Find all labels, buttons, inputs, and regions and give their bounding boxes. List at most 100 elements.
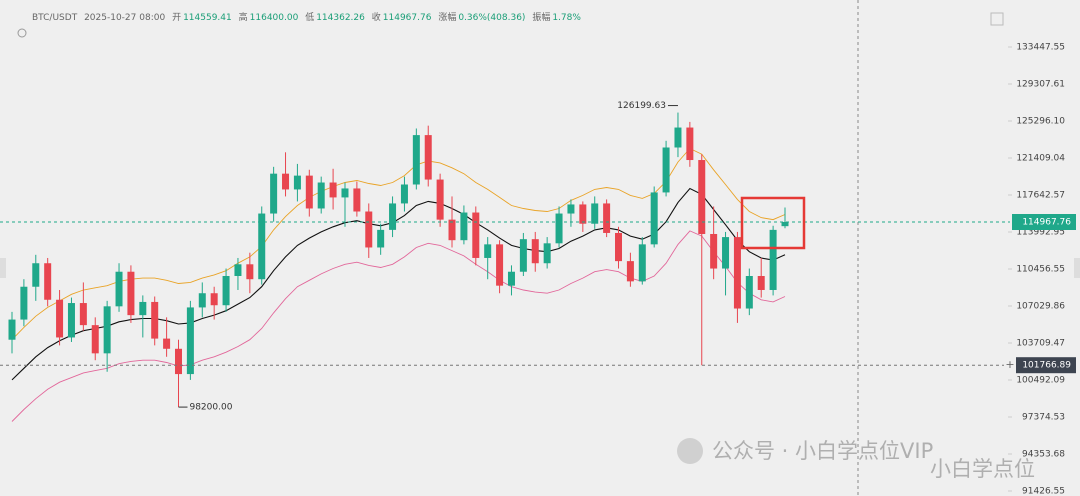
candle-body xyxy=(507,271,515,286)
candle-body xyxy=(198,293,206,308)
candle-body xyxy=(186,307,194,375)
candle-body xyxy=(662,147,670,193)
y-tick-label: 117642.57 xyxy=(1016,190,1065,200)
y-tick-label: 133447.55 xyxy=(1016,42,1065,52)
wechat-icon xyxy=(677,438,703,464)
field-value: 114967.76 xyxy=(383,13,432,23)
candle-body xyxy=(638,244,646,282)
candle-body xyxy=(733,237,741,309)
scroll-left[interactable] xyxy=(0,258,6,278)
y-tick-label: 129307.61 xyxy=(1016,79,1065,89)
candle-body xyxy=(139,301,147,316)
field-value: 1.78% xyxy=(552,13,581,23)
candle-body xyxy=(210,293,218,306)
candle-body xyxy=(460,212,468,241)
candle-body xyxy=(400,184,408,204)
candle-body xyxy=(127,271,135,316)
candle-body xyxy=(234,264,242,276)
candle-body xyxy=(389,203,397,230)
candle-body xyxy=(710,233,718,269)
candle-body xyxy=(20,286,28,320)
candle-body xyxy=(650,192,658,245)
candle-body xyxy=(686,127,694,161)
candle-body xyxy=(163,338,171,349)
candle-body xyxy=(436,179,444,220)
candle-body xyxy=(555,213,563,244)
candle-body xyxy=(484,244,492,258)
watermark: 公众号 · 小白学点位VIP 小白学点位 xyxy=(677,438,1035,481)
candle-body xyxy=(79,303,87,326)
candle-body xyxy=(103,306,111,354)
candle-body xyxy=(531,239,539,264)
candle-body xyxy=(44,263,52,300)
candle-body xyxy=(174,348,182,375)
low-annotation: 98200.00 xyxy=(189,403,232,413)
candle-body xyxy=(698,160,706,234)
candle-body xyxy=(567,204,575,214)
candle-body xyxy=(615,232,623,262)
expand-icon[interactable] xyxy=(990,12,1004,26)
candle-body xyxy=(317,182,325,209)
y-tick-label: 121409.04 xyxy=(1016,153,1065,163)
candle-body xyxy=(448,219,456,241)
candle-body xyxy=(246,264,254,280)
candle-body xyxy=(32,263,40,287)
current-price-label: 114967.76 xyxy=(1022,218,1071,228)
candle-body xyxy=(591,203,599,224)
crosshair-box xyxy=(1016,357,1076,374)
y-tick-label: 94353.68 xyxy=(1022,450,1065,460)
candle-body xyxy=(377,229,385,248)
candle-body xyxy=(365,211,373,248)
candle-body xyxy=(329,182,337,198)
high-annotation: 126199.63 xyxy=(617,101,666,111)
crosshair-label: 101766.89 xyxy=(1022,361,1071,371)
candle-body xyxy=(626,261,634,282)
candle-body xyxy=(222,275,230,306)
y-tick-label: 100492.09 xyxy=(1016,376,1065,386)
watermark-badge: 小白学点位 xyxy=(930,457,1035,481)
y-tick-label: 107029.86 xyxy=(1016,301,1065,311)
y-tick-label: 103709.47 xyxy=(1016,338,1065,348)
field-label: 开 xyxy=(172,12,181,23)
candle-body xyxy=(353,188,361,212)
candle-body xyxy=(781,222,789,227)
symbol: BTC/USDT xyxy=(32,13,78,23)
candle-body xyxy=(91,325,99,354)
candle-body xyxy=(115,271,123,307)
candle-body xyxy=(496,244,504,286)
candle-body xyxy=(543,243,551,264)
candle-body xyxy=(579,204,587,224)
field-label: 低 xyxy=(305,11,314,23)
y-tick-label: 91426.55 xyxy=(1022,487,1065,496)
candle-body xyxy=(722,237,730,269)
field-value: 114559.41 xyxy=(183,13,232,23)
candle-body xyxy=(56,299,64,338)
candle-body xyxy=(258,213,266,280)
candle-body xyxy=(412,135,420,185)
highlight-box xyxy=(740,196,806,250)
field-value: 116400.00 xyxy=(250,13,299,23)
candle-body xyxy=(67,303,75,338)
candle-body xyxy=(757,275,765,290)
time: 2025-10-27 08:00 xyxy=(84,13,165,23)
candle-body xyxy=(769,229,777,290)
y-tick-label: 97374.53 xyxy=(1022,412,1065,422)
y-tick-label: 113992.95 xyxy=(1016,227,1065,237)
header: BTC/USDT 2025-10-27 08:00 开 114559.41 高 11… xyxy=(32,11,581,23)
current-price-box xyxy=(1012,214,1076,231)
field-value: 114362.26 xyxy=(316,13,365,23)
scroll-right[interactable] xyxy=(1074,258,1080,278)
field-label: 高 xyxy=(239,11,248,23)
candle-body xyxy=(282,173,290,190)
candle-body xyxy=(472,212,480,258)
crosshair-plus: + xyxy=(1005,358,1014,371)
candle-body xyxy=(341,188,349,198)
field-label: 涨幅 xyxy=(438,11,456,23)
field-label: 收 xyxy=(372,11,381,23)
settings-icon[interactable] xyxy=(17,28,27,38)
candle-body xyxy=(745,275,753,309)
candle-body xyxy=(603,203,611,233)
watermark-account: 公众号 · 小白学点位VIP xyxy=(712,439,933,463)
field-value: 0.36%(408.36) xyxy=(458,13,525,23)
